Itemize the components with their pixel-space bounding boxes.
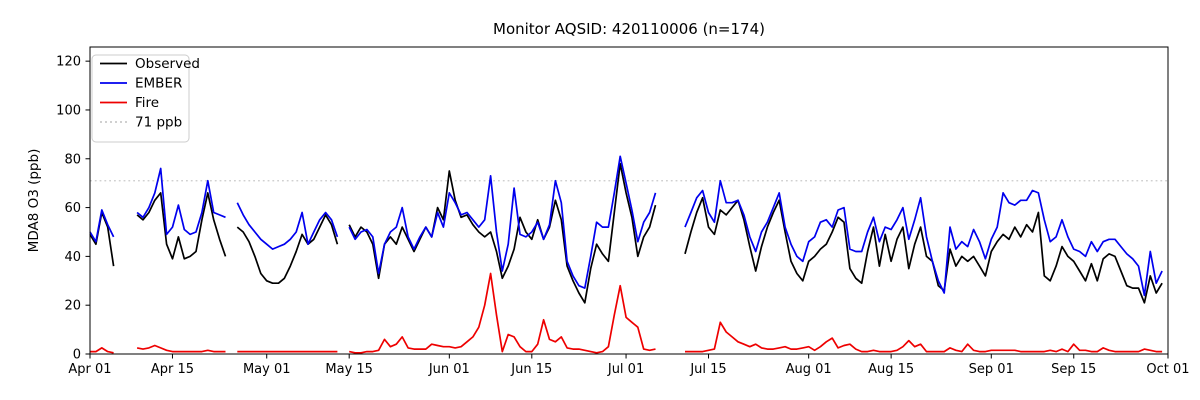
fire-line <box>90 272 1163 354</box>
x-tick-label: Oct 01 <box>1146 362 1189 377</box>
x-tick-label: Jun 01 <box>428 362 470 377</box>
legend-item-fire: Fire <box>100 95 159 111</box>
y-tick-label: 80 <box>64 152 81 167</box>
chart-title: Monitor AQSID: 420110006 (n=174) <box>493 20 765 38</box>
legend-label-threshold: 71 ppb <box>135 115 182 131</box>
x-tick-label: Jun 15 <box>510 362 552 377</box>
x-axis-ticks: Apr 01 Apr 15 May 01 May 15 Jun 01 Jun 15 Jul … <box>68 354 1190 377</box>
legend-item-threshold: 71 ppb <box>100 115 182 131</box>
y-tick-label: 0 <box>73 348 81 363</box>
x-tick-label: Jul 15 <box>689 362 726 377</box>
legend-box <box>91 54 190 143</box>
x-tick-label: May 01 <box>243 362 291 377</box>
y-tick-label: 20 <box>64 299 81 314</box>
x-tick-label: Aug 15 <box>868 362 914 377</box>
y-tick-label: 100 <box>56 103 81 118</box>
x-tick-label: Jul 01 <box>607 362 644 377</box>
plot-border <box>89 46 1169 355</box>
x-tick-label: Aug 01 <box>786 362 832 377</box>
x-tick-label: May 15 <box>325 362 373 377</box>
legend-label-observed: Observed <box>135 56 200 72</box>
y-tick-label: 60 <box>64 201 81 216</box>
legend: Observed EMBER Fire 71 ppb <box>91 54 200 143</box>
x-tick-label: Sep 15 <box>1051 362 1096 377</box>
y-axis-label: MDA8 O3 (ppb) <box>26 149 42 253</box>
data-series <box>89 155 1163 354</box>
y-tick-label: 40 <box>64 250 81 265</box>
x-tick-label: Sep 01 <box>969 362 1014 377</box>
ember-line <box>89 155 1163 297</box>
legend-item-ember: EMBER <box>100 76 182 92</box>
y-axis-ticks: 0 20 40 60 80 100 120 <box>56 55 90 363</box>
x-tick-label: Apr 01 <box>68 362 111 377</box>
legend-item-observed: Observed <box>100 56 200 72</box>
y-tick-label: 120 <box>56 55 81 70</box>
legend-label-fire: Fire <box>135 95 159 111</box>
x-tick-label: Apr 15 <box>151 362 194 377</box>
legend-label-ember: EMBER <box>135 76 182 92</box>
